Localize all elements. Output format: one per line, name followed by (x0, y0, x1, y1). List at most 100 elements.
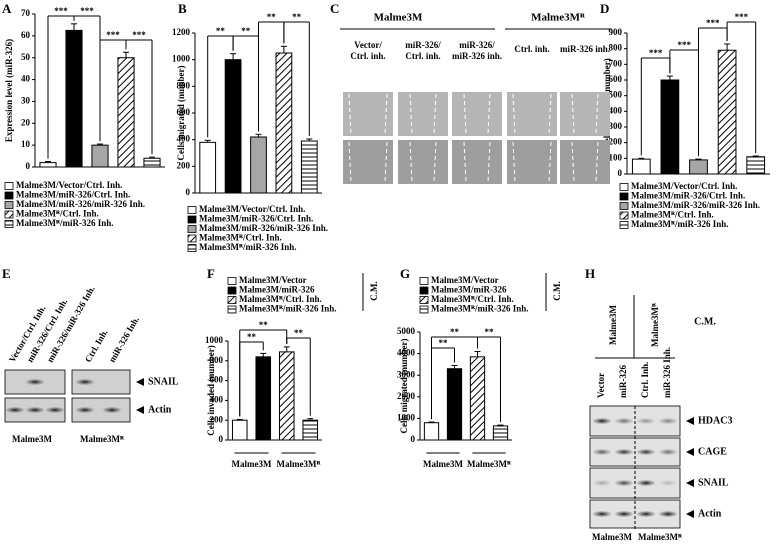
arrow (136, 406, 144, 414)
legend-swatch (619, 192, 629, 201)
y-axis-label: Cells migrated (number) (176, 66, 186, 161)
micrograph (452, 140, 502, 184)
significance: *** (54, 6, 68, 16)
legend-swatch (187, 215, 197, 224)
legend-swatch (4, 201, 14, 209)
legend-label: Malme3M/Vector/Ctrl. Inh. (199, 204, 305, 214)
group-header: Malme3M (374, 12, 423, 24)
legend-label: Malme3M/Vector (431, 275, 499, 285)
y-tick-label: 50 (21, 52, 31, 62)
group-header: Malme3M (608, 305, 618, 345)
bar (423, 422, 440, 441)
bar (302, 419, 319, 441)
y-tick-label: 0 (219, 434, 224, 444)
y-tick-label: 100 (609, 152, 623, 162)
legend-label: Malme3M/miR-326 (239, 285, 315, 295)
legend-swatch (227, 305, 237, 314)
arrow (136, 378, 144, 386)
y-tick-label: 3000 (397, 369, 416, 379)
side-label: C.M. (552, 281, 562, 301)
bar (746, 156, 766, 175)
bar (717, 49, 737, 175)
legend-swatch (619, 183, 629, 191)
legend-swatch (4, 182, 14, 190)
bar (199, 141, 217, 194)
bar (446, 368, 463, 441)
y-tick-label: 500 (609, 90, 623, 100)
panel-label: A (2, 1, 12, 16)
legend-swatch (187, 244, 197, 252)
band (26, 379, 44, 385)
band (76, 407, 94, 413)
protein-label: Actin (698, 508, 722, 519)
band (637, 418, 655, 424)
bar (117, 57, 135, 168)
y-tick-label: 5000 (397, 326, 416, 336)
band (103, 407, 121, 413)
panel-label: G (400, 266, 410, 281)
significance: *** (649, 48, 663, 58)
column-label: Ctrl. inh. (405, 51, 440, 61)
bar (631, 158, 651, 175)
y-tick-label: 30 (21, 95, 31, 105)
bar (65, 29, 83, 168)
band (615, 449, 633, 455)
bar (250, 136, 267, 194)
y-tick-label: 700 (609, 58, 623, 68)
lane-label: Ctrl. Inh. (640, 362, 650, 398)
group-label: Malme3Mᴿ (277, 459, 322, 469)
legend-label: Malme3Mᴿ/Ctrl. Inh. (16, 209, 99, 219)
side-label: C.M. (694, 316, 716, 327)
legend-swatch (227, 277, 237, 285)
bar (278, 351, 295, 441)
bar (689, 159, 708, 175)
bar (275, 52, 293, 194)
significance: ** (267, 12, 277, 22)
group-header: Malme3Mᴿ (650, 302, 660, 347)
arrow (686, 417, 694, 425)
arrow (686, 448, 694, 456)
legend-label: Malme3M/miR-326/miR-326 Inh. (631, 200, 760, 210)
micrograph (507, 140, 557, 184)
panel-label: E (2, 266, 11, 281)
band (637, 449, 655, 455)
legend-swatch (419, 286, 429, 295)
y-tick-label: 1200 (172, 27, 191, 37)
y-tick-label: 400 (609, 105, 623, 115)
significance: ** (216, 26, 226, 36)
y-tick-label: 20 (21, 117, 31, 127)
y-tick-label: 2000 (397, 391, 416, 401)
legend-swatch (187, 234, 197, 243)
group-label: Malme3M (232, 459, 272, 469)
significance: ** (259, 320, 269, 330)
significance: *** (677, 40, 691, 50)
band (593, 418, 611, 424)
y-tick-label: 400 (210, 394, 224, 404)
band (637, 511, 655, 517)
y-tick-label: 1000 (172, 54, 191, 64)
legend-swatch (227, 296, 237, 304)
bar (231, 419, 248, 441)
band (593, 449, 611, 455)
arrow (686, 479, 694, 487)
micrograph (452, 92, 502, 136)
panel-label: H (585, 266, 595, 281)
y-tick-label: 0 (411, 434, 416, 444)
y-tick-label: 200 (210, 414, 224, 424)
band (659, 511, 677, 517)
band (593, 480, 611, 486)
legend-label: Malme3M/miR-326/Ctrl. Inh. (199, 214, 313, 224)
y-tick-label: 600 (609, 74, 623, 84)
band (615, 511, 633, 517)
group-label: Malme3Mᴿ (80, 434, 125, 444)
y-tick-label: 600 (210, 375, 224, 385)
lane-label: miR-326 Inh. (662, 347, 672, 398)
column-label: Ctrl. inh. (514, 44, 549, 54)
legend-label: Malme3Mᴿ/Ctrl. Inh. (431, 294, 514, 304)
lane-label: Vector (596, 373, 606, 398)
y-tick-label: 400 (177, 134, 191, 144)
y-tick-label: 0 (186, 187, 191, 197)
lane-label: Ctrl. Inh. (83, 328, 110, 364)
y-tick-label: 800 (609, 43, 623, 53)
